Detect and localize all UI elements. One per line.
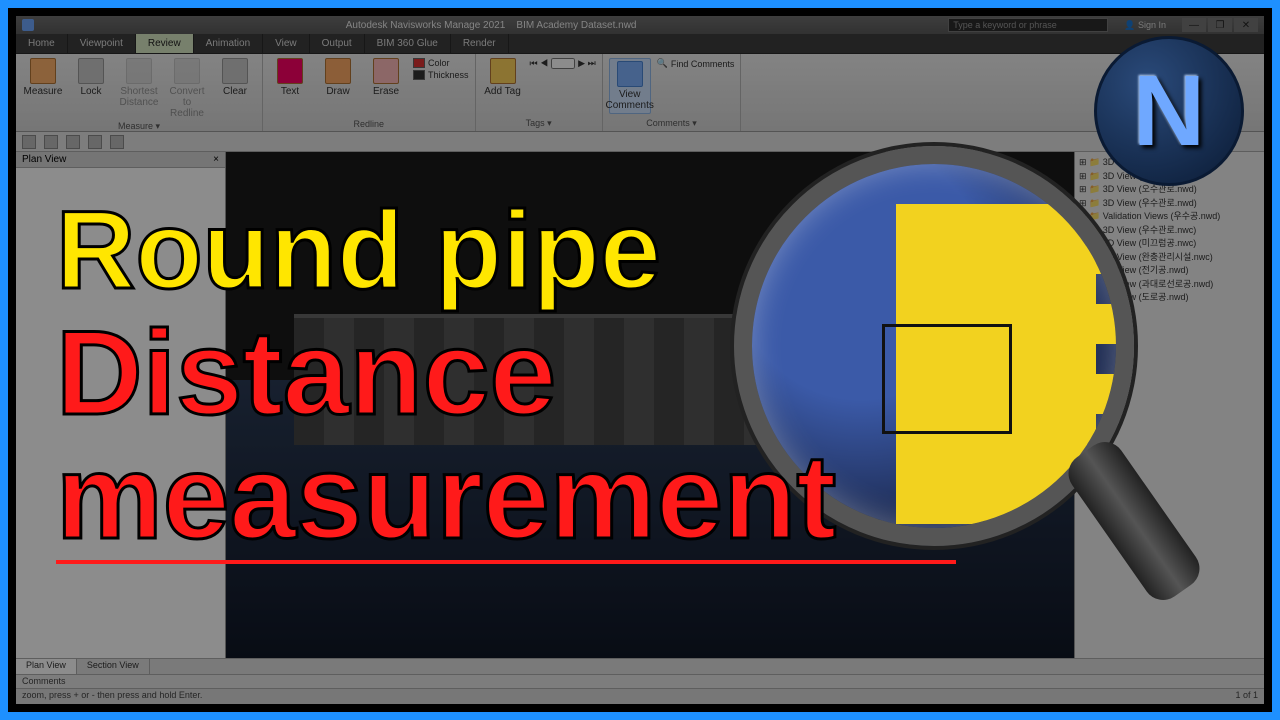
- comments-bar: Comments: [16, 674, 1264, 688]
- 3d-viewport[interactable]: [226, 152, 1074, 658]
- bottom-tab-plan-view[interactable]: Plan View: [16, 659, 77, 674]
- status-bar: zoom, press + or - then press and hold E…: [16, 688, 1264, 704]
- tree-item[interactable]: 3D View (우수관로.nwc): [1079, 224, 1260, 238]
- panel-close-icon[interactable]: ×: [213, 154, 219, 165]
- view-comments-button[interactable]: View Comments: [609, 58, 651, 114]
- bottom-tabs: Plan ViewSection View: [16, 658, 1264, 674]
- tree-item[interactable]: 3D View (과대로선로공.nwd): [1079, 278, 1260, 292]
- status-hint: zoom, press + or - then press and hold E…: [22, 690, 202, 703]
- find-comments-button[interactable]: 🔍 Find Comments: [657, 58, 735, 69]
- tree-item[interactable]: 3D View (미끄럼공.nwc): [1079, 237, 1260, 251]
- group-comments: Comments ▾: [609, 116, 735, 131]
- lock-button[interactable]: Lock: [70, 58, 112, 97]
- signin-link[interactable]: 👤 Sign In: [1124, 20, 1166, 31]
- tab-render[interactable]: Render: [451, 34, 509, 53]
- tree-item[interactable]: 3D View (설계도.nwd): [1079, 156, 1260, 170]
- tree-item[interactable]: 3D View (완충관리시설.nwc): [1079, 251, 1260, 265]
- tab-output[interactable]: Output: [310, 34, 365, 53]
- doc-title: BIM Academy Dataset.nwd: [516, 20, 636, 31]
- titlebar: Autodesk Navisworks Manage 2021 BIM Acad…: [16, 16, 1264, 34]
- shortest-distance-button: Shortest Distance: [118, 58, 160, 108]
- app-title: Autodesk Navisworks Manage 2021: [346, 20, 506, 31]
- clear-button[interactable]: Clear: [214, 58, 256, 97]
- measure-button[interactable]: Measure: [22, 58, 64, 97]
- group-measure: Measure ▾: [22, 119, 256, 134]
- tree-item[interactable]: 3D View (도로공.nwd): [1079, 291, 1260, 305]
- tab-viewpoint[interactable]: Viewpoint: [68, 34, 136, 53]
- draw-button[interactable]: Draw: [317, 58, 359, 97]
- tree-item[interactable]: Validation Views (우수공.nwd): [1079, 210, 1260, 224]
- tab-view[interactable]: View: [263, 34, 310, 53]
- tree-item[interactable]: 3D View (전기공.nwd): [1079, 264, 1260, 278]
- search-input[interactable]: Type a keyword or phrase: [948, 18, 1108, 32]
- app-icon: [22, 19, 34, 31]
- selection-tree-panel: 3D View (설계도.nwd)3D View (상수관로.nwd)3D Vi…: [1074, 152, 1264, 658]
- tab-home[interactable]: Home: [16, 34, 68, 53]
- erase-button[interactable]: Erase: [365, 58, 407, 97]
- tree-item[interactable]: 3D View (상수관로.nwd): [1079, 170, 1260, 184]
- panel-title: Plan View: [22, 154, 66, 165]
- tab-bim-360-glue[interactable]: BIM 360 Glue: [365, 34, 451, 53]
- thickness-picker[interactable]: Thickness: [413, 70, 469, 80]
- qat-icon[interactable]: [44, 135, 58, 149]
- qat-icon[interactable]: [22, 135, 36, 149]
- menu-tabs: HomeViewpointReviewAnimationViewOutputBI…: [16, 34, 1264, 54]
- minimize-button[interactable]: —: [1182, 18, 1206, 32]
- group-tags: Tags ▾: [482, 116, 596, 131]
- group-redline: Redline: [269, 117, 469, 131]
- app-window: Autodesk Navisworks Manage 2021 BIM Acad…: [16, 16, 1264, 704]
- tree-item[interactable]: 3D View (우수관로.nwd): [1079, 197, 1260, 211]
- maximize-button[interactable]: ❐: [1208, 18, 1232, 32]
- tag-nav[interactable]: ⏮ ◀ ▶ ⏭: [530, 58, 596, 69]
- qat-icon[interactable]: [110, 135, 124, 149]
- text-button[interactable]: Text: [269, 58, 311, 97]
- tab-animation[interactable]: Animation: [194, 34, 263, 53]
- tag-index-input[interactable]: [551, 58, 575, 69]
- qat-icon[interactable]: [88, 135, 102, 149]
- close-button[interactable]: ✕: [1234, 18, 1258, 32]
- bottom-tab-section-view[interactable]: Section View: [77, 659, 150, 674]
- qat-icon[interactable]: [66, 135, 80, 149]
- quick-access-toolbar: [16, 132, 1264, 152]
- tab-review[interactable]: Review: [136, 34, 194, 53]
- status-page: 1 of 1: [1235, 690, 1258, 703]
- tree-item[interactable]: 3D View (오수관로.nwd): [1079, 183, 1260, 197]
- convert-redline-button: Convert to Redline: [166, 58, 208, 119]
- ribbon: Measure Lock Shortest Distance Convert t…: [16, 54, 1264, 132]
- add-tag-button[interactable]: Add Tag: [482, 58, 524, 97]
- color-picker[interactable]: Color: [413, 58, 469, 68]
- plan-view-panel: Plan View ×: [16, 152, 226, 658]
